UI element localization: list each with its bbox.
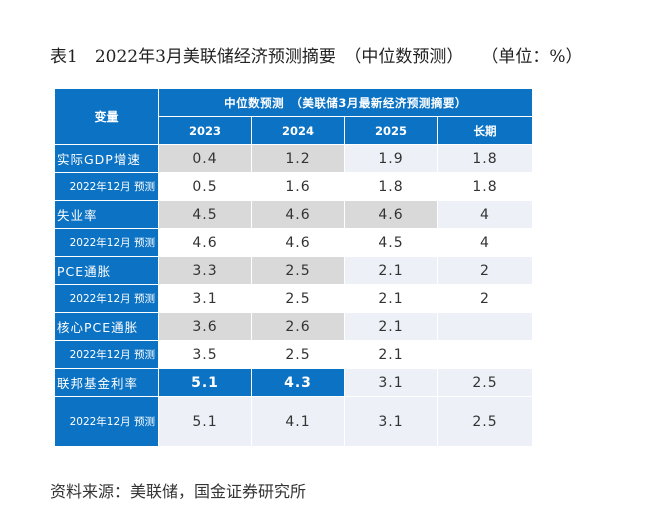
table-cell: 4.5 [344,228,438,257]
row-label: 失业率 [54,200,159,229]
table-cell: 2.5 [251,284,345,313]
table-cell: 4 [437,228,533,257]
table-cell: 2.1 [344,256,438,285]
table-cell: 4.5 [158,200,252,229]
table-cell [437,312,533,341]
table-cell: 5.1 [158,368,252,397]
row-label: 实际GDP增速 [54,144,159,173]
table-cell: 0.4 [158,144,252,173]
header-variable: 变量 [54,88,159,145]
table-cell: 5.1 [158,396,252,447]
table-cell: 0.5 [158,172,252,201]
forecast-table: 变量 中位数预测 （美联储3月最新经济预测摘要） 2023 2024 2025 … [54,88,533,447]
row-label: 2022年12月 预测 [54,172,159,201]
table-cell [437,340,533,369]
table-title: 表1 2022年3月美联储经济预测摘要 （中位数预测） （单位：%） [50,42,583,67]
row-label: 2022年12月 预测 [54,228,159,257]
row-label: PCE通胀 [54,256,159,285]
header-median-forecast: 中位数预测 （美联储3月最新经济预测摘要） [158,88,533,117]
table-cell: 3.3 [158,256,252,285]
table-cell: 2.1 [344,312,438,341]
table-cell: 2 [437,284,533,313]
row-label: 联邦基金利率 [54,368,159,397]
row-label: 2022年12月 预测 [54,284,159,313]
table-cell: 2.1 [344,284,438,313]
table-row: 核心PCE通胀 3.6 2.6 2.1 [54,312,533,341]
table-cell: 4.6 [251,200,345,229]
table-cell: 2.5 [437,396,533,447]
table-cell: 3.1 [344,396,438,447]
row-label: 2022年12月 预测 [54,340,159,369]
table-cell: 2 [437,256,533,285]
table-cell: 4 [437,200,533,229]
row-label: 2022年12月 预测 [54,396,159,447]
table-cell: 2.5 [251,256,345,285]
table-cell: 1.9 [344,144,438,173]
title-unit: （单位：%） [481,47,583,67]
source-note: 资料来源：美联储，国金证券研究所 [50,482,307,501]
table-row: 失业率 4.5 4.6 4.6 4 [54,200,533,229]
table-cell: 2.1 [344,340,438,369]
table-cell: 4.6 [344,200,438,229]
table-row: 联邦基金利率 5.1 4.3 3.1 2.5 [54,368,533,397]
row-label: 核心PCE通胀 [54,312,159,341]
table-row: 2022年12月 预测 5.1 4.1 3.1 2.5 [54,396,533,447]
table-cell: 1.8 [437,144,533,173]
table-cell: 1.8 [344,172,438,201]
table-cell: 3.6 [158,312,252,341]
table-cell: 4.3 [251,368,345,397]
table-cell: 2.6 [251,312,345,341]
table-cell: 1.6 [251,172,345,201]
table-cell: 4.1 [251,396,345,447]
table-row: 2022年12月 预测 0.5 1.6 1.8 1.8 [54,172,533,201]
table-row: 2022年12月 预测 3.5 2.5 2.1 [54,340,533,369]
table-row: 实际GDP增速 0.4 1.2 1.9 1.8 [54,144,533,173]
table-row: 2022年12月 预测 4.6 4.6 4.5 4 [54,228,533,257]
col-header-long-term: 长期 [437,116,533,145]
table-cell: 1.8 [437,172,533,201]
table-cell: 2.5 [437,368,533,397]
col-header-2023: 2023 [158,116,252,145]
table-cell: 4.6 [251,228,345,257]
table-cell: 3.5 [158,340,252,369]
table-cell: 1.2 [251,144,345,173]
col-header-2024: 2024 [251,116,345,145]
title-main: 表1 2022年3月美联储经济预测摘要 （中位数预测） [50,47,464,67]
table-cell: 3.1 [344,368,438,397]
table-cell: 3.1 [158,284,252,313]
table-row: 2022年12月 预测 3.1 2.5 2.1 2 [54,284,533,313]
table-cell: 4.6 [158,228,252,257]
col-header-2025: 2025 [344,116,438,145]
table-row: PCE通胀 3.3 2.5 2.1 2 [54,256,533,285]
table-cell: 2.5 [251,340,345,369]
